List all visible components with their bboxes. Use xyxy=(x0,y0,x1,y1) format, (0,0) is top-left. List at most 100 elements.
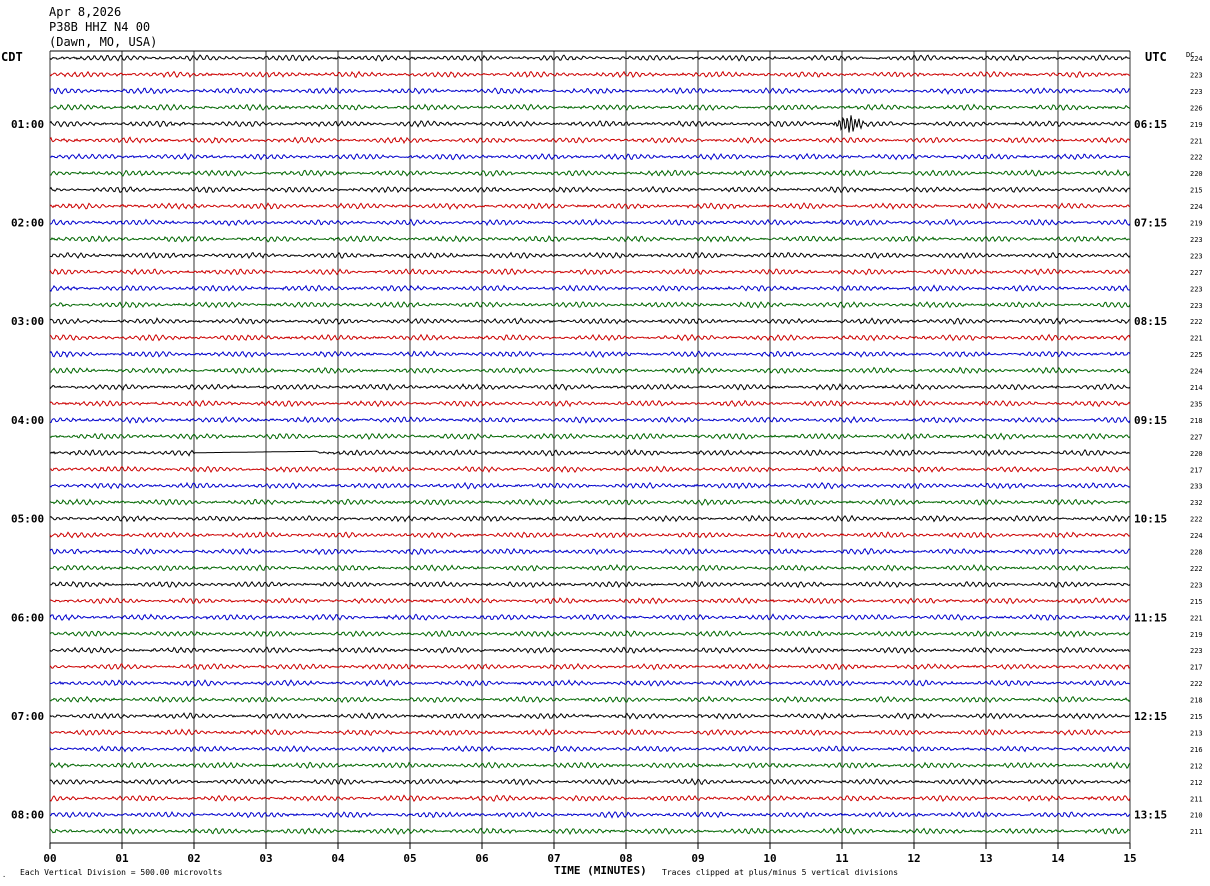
dc-offset-label: 227 xyxy=(1190,433,1203,441)
seismic-trace xyxy=(49,794,1131,803)
dc-offset-label: 212 xyxy=(1190,762,1203,770)
dc-offset-label: 221 xyxy=(1190,335,1203,343)
x-tick-label: 03 xyxy=(259,852,272,865)
seismic-trace xyxy=(49,531,1131,539)
dc-offset-label: 220 xyxy=(1190,170,1203,178)
dc-offset-label: 224 xyxy=(1190,55,1203,63)
seismic-trace xyxy=(49,300,1131,309)
dc-offset-label: 219 xyxy=(1190,631,1203,639)
clip-note: Traces clipped at plus/minus 5 vertical … xyxy=(662,868,898,877)
x-tick-label: 01 xyxy=(115,852,129,865)
seismic-trace xyxy=(49,810,1131,819)
seismic-trace xyxy=(49,70,1130,79)
dc-offset-label: 213 xyxy=(1190,729,1203,737)
seismic-trace xyxy=(49,54,1131,62)
x-axis-title: TIME (MINUTES) xyxy=(554,864,647,877)
dc-offset-label: 221 xyxy=(1190,137,1203,145)
cdt-hour-label: 01:00 xyxy=(11,118,44,131)
seismic-trace xyxy=(49,432,1131,441)
cdt-hour-label: 08:00 xyxy=(11,809,44,822)
dc-offset-label: 223 xyxy=(1190,647,1203,655)
dc-offset-label: 217 xyxy=(1190,466,1203,474)
seismic-trace xyxy=(49,218,1131,227)
seismic-trace xyxy=(49,613,1131,622)
seismic-trace xyxy=(49,728,1131,736)
seismic-trace xyxy=(49,103,1131,112)
seismic-trace xyxy=(49,86,1131,95)
seismic-trace xyxy=(49,712,1131,720)
dc-offset-label: 228 xyxy=(1190,549,1203,557)
dc-offset-label: 215 xyxy=(1190,713,1203,721)
right-axis-label: UTC xyxy=(1145,50,1167,64)
seismic-trace xyxy=(49,597,1131,605)
seismic-trace xyxy=(49,333,1131,342)
dc-offset-label: 225 xyxy=(1190,351,1203,359)
seismic-trace xyxy=(49,235,1131,243)
x-tick-label: 08 xyxy=(619,852,632,865)
x-tick-label: 05 xyxy=(403,852,416,865)
dc-offset-label: 219 xyxy=(1190,220,1203,228)
dc-offset-label: 216 xyxy=(1190,746,1203,754)
cdt-hour-label: 05:00 xyxy=(11,513,44,526)
dc-offset-label: 233 xyxy=(1190,483,1203,491)
seismic-trace xyxy=(49,629,1131,638)
seismic-trace xyxy=(49,268,1131,276)
scale-note: Each Vertical Division = 500.00 microvol… xyxy=(20,868,222,877)
x-tick-label: 10 xyxy=(763,852,776,865)
seismic-trace xyxy=(49,563,1131,572)
dc-offset-label: 223 xyxy=(1190,581,1203,589)
axis-labels: 00 01 02 03 04 05 06 07 08 09 10 11 12 13 14 15 224 223 22… xyxy=(11,55,1203,865)
dc-offset-label: 222 xyxy=(1190,680,1203,688)
utc-hour-label: 09:15 xyxy=(1134,414,1167,427)
dc-offset-label: 215 xyxy=(1190,187,1203,195)
x-tick-label: 13 xyxy=(979,852,992,865)
dc-offset-label: 226 xyxy=(1190,104,1203,112)
seismic-trace xyxy=(49,202,1131,211)
dc-offset-label: 224 xyxy=(1190,532,1203,540)
dc-offset-label: 223 xyxy=(1190,88,1203,96)
cdt-hour-label: 02:00 xyxy=(11,217,44,230)
utc-hour-label: 11:15 xyxy=(1134,611,1167,624)
dc-offset-label: 223 xyxy=(1190,285,1203,293)
utc-hour-label: 12:15 xyxy=(1134,710,1167,723)
cdt-hour-label: 07:00 xyxy=(11,710,44,723)
x-tick-label: 02 xyxy=(187,852,200,865)
dc-offset-label: 211 xyxy=(1190,828,1203,836)
seismic-trace xyxy=(49,415,1131,424)
seismic-trace xyxy=(49,481,1131,490)
dc-offset-label: 222 xyxy=(1190,516,1203,524)
dc-offset-label: 210 xyxy=(1190,812,1203,820)
dc-offset-label: 223 xyxy=(1190,71,1203,79)
seismic-trace xyxy=(49,366,1131,375)
seismic-trace xyxy=(49,745,1131,753)
dc-offset-label: 214 xyxy=(1190,384,1203,392)
x-tick-label: 06 xyxy=(475,852,489,865)
seismic-trace xyxy=(49,827,1131,836)
seismic-trace xyxy=(49,761,1131,770)
corner-mark: . xyxy=(2,871,6,879)
dc-offset-label: 221 xyxy=(1190,614,1203,622)
utc-hour-label: 10:15 xyxy=(1134,513,1167,526)
dc-offset-label: 215 xyxy=(1190,598,1203,606)
dc-offset-label: 224 xyxy=(1190,368,1203,376)
seismic-trace xyxy=(49,284,1131,293)
utc-hour-label: 07:15 xyxy=(1134,217,1167,230)
seismic-trace xyxy=(49,695,1131,704)
header-date: Apr 8,2026 xyxy=(49,5,121,19)
x-tick-label: 09 xyxy=(691,852,704,865)
seismic-trace xyxy=(49,185,1131,194)
seismic-trace xyxy=(49,168,1131,177)
x-tick-label: 00 xyxy=(43,852,56,865)
x-tick-label: 11 xyxy=(835,852,849,865)
dc-offset-label: 220 xyxy=(1190,450,1203,458)
seismic-trace xyxy=(50,679,1131,687)
dc-offset-label: 212 xyxy=(1190,779,1203,787)
seismic-trace xyxy=(49,136,1131,145)
seismic-trace xyxy=(49,465,1131,474)
seismic-traces xyxy=(49,54,1131,836)
seismic-trace xyxy=(49,662,1131,671)
seismic-trace xyxy=(49,383,1131,391)
seismic-trace xyxy=(49,317,1131,325)
seismic-trace xyxy=(49,777,1131,786)
utc-hour-label: 06:15 xyxy=(1134,118,1167,131)
